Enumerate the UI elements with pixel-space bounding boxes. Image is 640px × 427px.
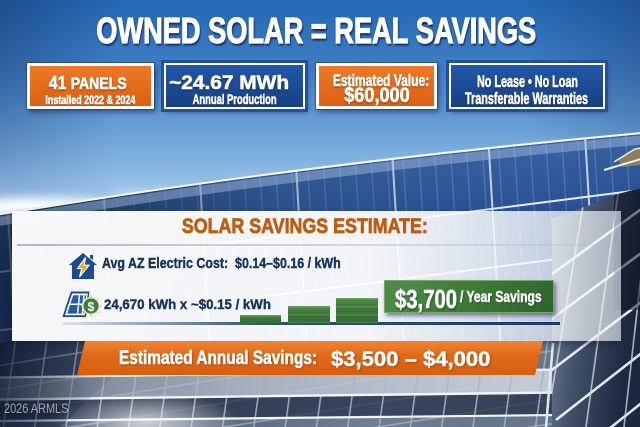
svg-text:$: $ xyxy=(88,300,95,314)
